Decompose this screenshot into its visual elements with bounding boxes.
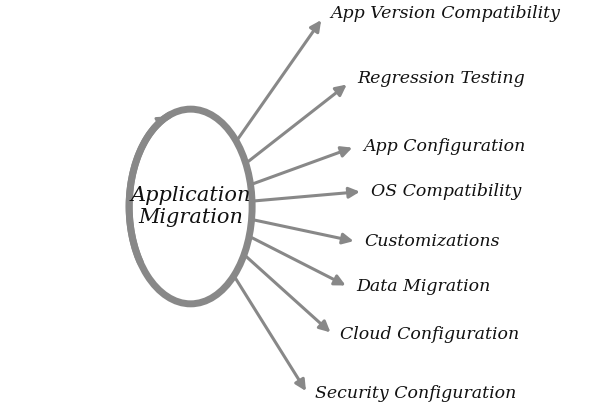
- Text: App Version Compatibility: App Version Compatibility: [331, 5, 560, 22]
- Text: App Configuration: App Configuration: [363, 138, 525, 155]
- Text: OS Compatibility: OS Compatibility: [371, 183, 521, 200]
- Text: Application
Migration: Application Migration: [130, 186, 251, 227]
- Text: Security Configuration: Security Configuration: [316, 385, 517, 402]
- Text: Data Migration: Data Migration: [356, 278, 490, 295]
- Text: Cloud Configuration: Cloud Configuration: [340, 326, 520, 343]
- Text: Regression Testing: Regression Testing: [357, 70, 524, 88]
- Text: Customizations: Customizations: [364, 233, 500, 250]
